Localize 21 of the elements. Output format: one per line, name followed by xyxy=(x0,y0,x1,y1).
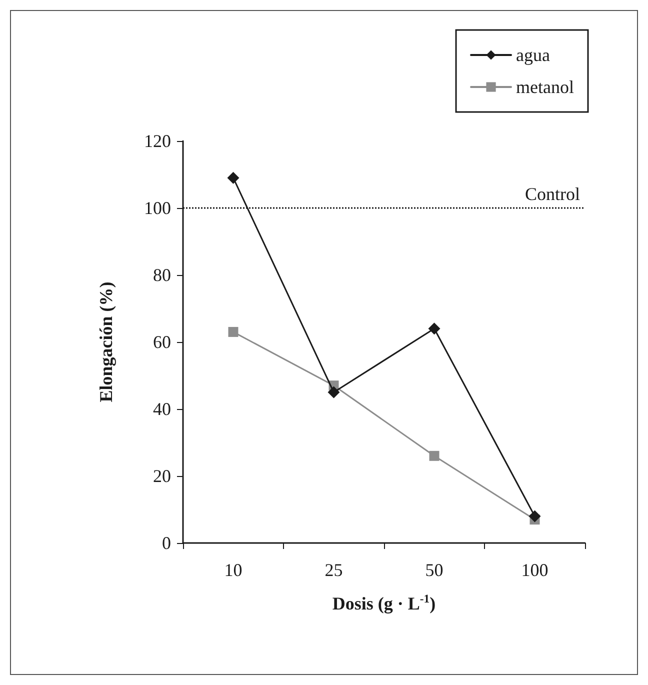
y-tick-label: 20 xyxy=(153,466,171,486)
point xyxy=(528,510,541,522)
x-tick-label: 50 xyxy=(425,560,444,580)
point xyxy=(429,450,440,461)
legend-label: agua xyxy=(516,45,550,65)
y-axis-title: Elongación (%) xyxy=(96,282,116,402)
ref-line-label: Control xyxy=(524,184,580,204)
point xyxy=(228,326,238,337)
legend-label: metanol xyxy=(516,77,574,97)
point xyxy=(328,386,340,398)
y-tick-label: 60 xyxy=(153,332,171,352)
y-tick-label: 120 xyxy=(144,131,171,151)
x-tick-label: 100 xyxy=(521,560,548,580)
x-tick-label: 25 xyxy=(324,560,343,580)
y-tick-label: 0 xyxy=(162,533,171,553)
point xyxy=(428,322,440,335)
y-tick-label: 40 xyxy=(153,399,171,419)
y-tick-label: 100 xyxy=(144,198,171,218)
x-tick-label: 10 xyxy=(224,560,242,580)
point xyxy=(227,172,240,184)
y-tick-label: 80 xyxy=(153,265,171,285)
